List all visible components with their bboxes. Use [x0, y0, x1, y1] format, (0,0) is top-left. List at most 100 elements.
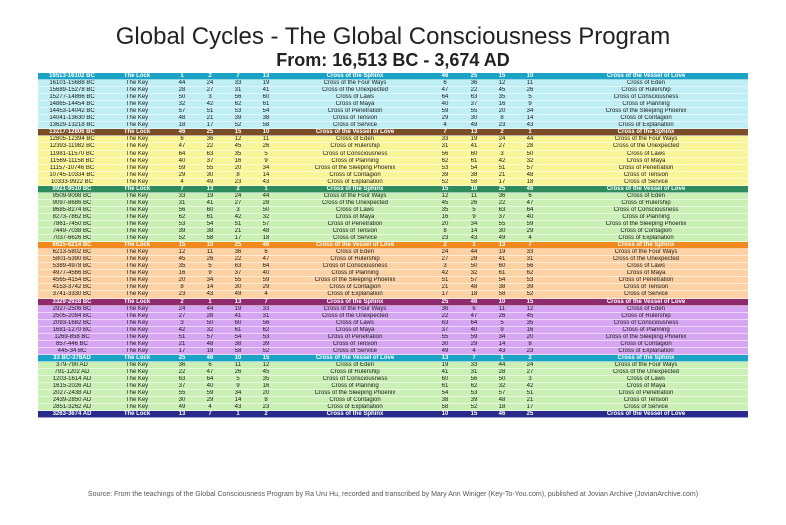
- table-cell: Cross of Planning: [331, 383, 379, 390]
- table-cell: 37: [470, 101, 478, 108]
- table-cell: 58: [498, 291, 506, 298]
- table-cell: The Key: [125, 235, 149, 242]
- table-cell: 53: [178, 220, 186, 227]
- table-cell: 27: [498, 143, 506, 150]
- table-cell: 6: [528, 192, 532, 199]
- table-cell: 34: [526, 108, 534, 115]
- table-cell: The Lock: [123, 354, 151, 361]
- table-cell: 28: [498, 368, 506, 375]
- table-cell: 61: [441, 383, 449, 390]
- table-cell: 34: [470, 220, 478, 227]
- table-cell: 8: [264, 397, 268, 404]
- table-cell: Cross of Rulership: [621, 87, 671, 94]
- table-cell: The Key: [125, 115, 149, 122]
- key-row: 13629-13218 BC The Key 18 17 52 58 Cross of Se…: [38, 122, 748, 130]
- table-cell: Cross of Planning: [331, 270, 379, 277]
- table-cell: The Key: [125, 284, 149, 291]
- table-cell: Cross of Consciousness: [613, 319, 679, 326]
- table-cell: 17: [234, 235, 242, 242]
- table-cell: 41: [234, 312, 242, 319]
- table-cell: Cross of the Four Ways: [614, 361, 678, 368]
- table-cell: 33: [470, 361, 478, 368]
- table-cell: 14: [470, 228, 478, 235]
- table-cell: 31: [441, 143, 449, 150]
- table-cell: 48: [470, 284, 478, 291]
- table-cell: 25: [498, 185, 506, 192]
- table-cell: 2093-1682 BC: [52, 319, 92, 326]
- table-cell: Cross of Maya: [335, 213, 375, 220]
- table-cell: Cross of the Sphinx: [617, 354, 675, 361]
- table-cell: 28: [262, 199, 270, 206]
- table-cell: 59: [262, 277, 270, 284]
- table-cell: 39: [441, 171, 449, 178]
- key-row: 2439-2850 AD The Key 30 29 14 8 Cross of Conta…: [38, 397, 748, 405]
- table-cell: 11: [498, 305, 506, 312]
- table-cell: 37: [178, 383, 186, 390]
- table-cell: The Key: [125, 143, 149, 150]
- table-cell: The Key: [125, 319, 149, 326]
- table-cell: 36: [206, 136, 214, 143]
- key-row: 4977-4566 BC The Key 16 9 37 40 Cross of Plann…: [38, 270, 748, 278]
- table-cell: 5: [500, 319, 504, 326]
- table-cell: 1: [208, 298, 212, 305]
- table-cell: 32: [526, 157, 534, 164]
- table-cell: 45: [498, 87, 506, 94]
- table-cell: 15: [441, 185, 449, 192]
- key-row: 9509-9098 BC The Key 33 19 24 44 Cross of the …: [38, 192, 748, 200]
- key-row: 11157-10746 BC The Key 59 55 20 34 Cross of th…: [38, 164, 748, 172]
- table-cell: Cross of Penetration: [327, 333, 383, 340]
- table-cell: 40: [178, 157, 186, 164]
- table-cell: 26: [498, 312, 506, 319]
- lock-header-row: 6625-6214 BC The Lock 15 10 25 46 Cross of the…: [38, 242, 748, 250]
- table-cell: 7: [236, 73, 240, 79]
- table-cell: 7861-7450 BC: [52, 220, 92, 227]
- table-cell: Cross of the Unexpected: [612, 256, 680, 263]
- table-cell: The Key: [125, 390, 149, 397]
- table-cell: 37: [234, 270, 242, 277]
- key-row: 7861-7450 BC The Key 53 54 51 57 Cross of Pene…: [38, 220, 748, 229]
- table-cell: 20: [441, 220, 449, 227]
- table-cell: 63: [206, 150, 214, 157]
- table-cell: 3: [180, 319, 184, 326]
- table-cell: 24: [498, 136, 506, 143]
- table-cell: 41: [498, 256, 506, 263]
- table-cell: 30: [234, 284, 242, 291]
- table-cell: 11: [262, 136, 270, 143]
- table-cell: Cross of Consciousness: [613, 206, 679, 213]
- table-cell: 29: [526, 228, 534, 235]
- table-cell: 54: [498, 277, 506, 284]
- table-cell: 36: [178, 361, 186, 368]
- table-cell: 4: [472, 347, 476, 354]
- table-cell: 32: [262, 213, 270, 220]
- table-cell: 13: [234, 298, 242, 305]
- table-cell: Cross of Service: [332, 235, 377, 242]
- table-cell: 10: [262, 129, 270, 136]
- table-cell: 33: [178, 192, 186, 199]
- table-cell: 445-34 BC: [57, 347, 87, 354]
- table-cell: Cross of Laws: [335, 319, 374, 326]
- table-cell: 63: [441, 319, 449, 326]
- table-cell: 43: [206, 291, 214, 298]
- table-cell: 39: [178, 228, 186, 235]
- table-cell: Cross of Explanation: [618, 122, 674, 129]
- table-cell: 53: [262, 333, 270, 340]
- table-cell: 60: [441, 376, 449, 383]
- table-cell: 35: [526, 319, 534, 326]
- table-cell: 2: [443, 242, 447, 249]
- table-cell: 33: [262, 305, 270, 312]
- table-cell: 44: [526, 136, 534, 143]
- table-cell: Cross of Laws: [626, 150, 665, 157]
- table-cell: The Key: [125, 220, 149, 227]
- table-cell: 3263-3674 AD: [52, 411, 92, 418]
- table-cell: 59: [178, 164, 186, 171]
- key-row: 14041-13630 BC The Key 48 21 39 38 Cross of Te…: [38, 115, 748, 123]
- table-cell: Cross of the Sleeping Phoenix: [314, 164, 396, 171]
- table-cell: The Lock: [123, 129, 151, 136]
- table-cell: 44: [206, 305, 214, 312]
- table-cell: Cross of the Four Ways: [323, 80, 387, 87]
- table-cell: 379-790 AD: [56, 361, 88, 368]
- table-cell: 54: [234, 333, 242, 340]
- table-cell: 49: [498, 235, 506, 242]
- table-cell: 51: [441, 277, 449, 284]
- table-cell: 38: [498, 284, 506, 291]
